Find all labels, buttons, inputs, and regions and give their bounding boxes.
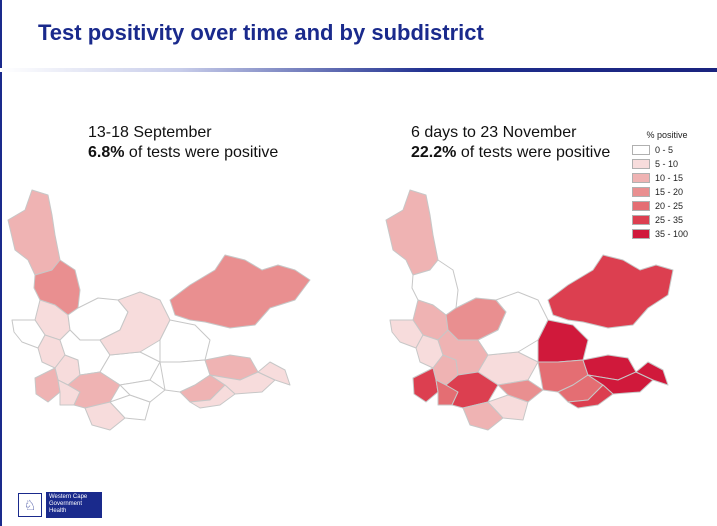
legend-item: 15 - 20	[632, 186, 702, 198]
subdistrict-knysna	[257, 361, 291, 386]
subdistrict-cape-town	[34, 367, 61, 403]
legend-title: % positive	[646, 130, 688, 140]
subdistrict-swellendam	[119, 379, 166, 403]
left-positivity-value: 6.8%	[88, 144, 125, 161]
legend-swatch	[632, 229, 650, 239]
subdistrict-overstrand	[84, 401, 126, 431]
legend-label: 20 - 25	[655, 201, 684, 211]
subdistrict-beaufort-west	[169, 254, 311, 329]
legend-label: 0 - 5	[655, 145, 674, 155]
subdistrict-matzikama	[385, 189, 439, 276]
subdistrict-cape-agulhas	[109, 394, 151, 421]
legend-swatch	[632, 173, 650, 183]
subdistrict-cape-town	[412, 367, 439, 403]
legend-item: 10 - 15	[632, 172, 702, 184]
subdistrict-overstrand	[462, 401, 504, 431]
map-september	[7, 189, 311, 431]
legend-swatch	[632, 187, 650, 197]
legend-swatch	[632, 215, 650, 225]
legend-items: 0 - 5 5 - 10 10 - 15 15 - 20 20 - 25 25 - 35 3…	[632, 144, 702, 240]
legend-item: 35 - 100	[632, 228, 702, 240]
coat-of-arms-icon: ♘	[18, 493, 42, 517]
right-panel-caption: 6 days to 23 November 22.2% of tests wer…	[411, 123, 610, 163]
slide-title: Test positivity over time and by subdist…	[38, 20, 484, 45]
logo-line-3: Health	[49, 508, 67, 514]
subdistrict-knysna	[635, 361, 669, 386]
map-november	[385, 189, 674, 431]
legend-label: 5 - 10	[655, 159, 679, 169]
right-panel-period: 6 days to 23 November	[411, 124, 577, 141]
legend-label: 15 - 20	[655, 187, 684, 197]
right-panel-positivity: 22.2% of tests were positive	[411, 143, 610, 163]
left-panel-caption: 13-18 September 6.8% of tests were posit…	[88, 123, 278, 163]
subdistrict-matzikama	[7, 189, 61, 276]
logo-wordmark: Western Cape Government Health	[46, 492, 102, 518]
western-cape-government-logo: ♘ Western Cape Government Health	[18, 492, 102, 518]
right-positivity-text: of tests were positive	[456, 144, 611, 161]
left-positivity-text: of tests were positive	[124, 144, 279, 161]
legend-item: 25 - 35	[632, 214, 702, 226]
subdistrict-mossel-bay	[567, 384, 614, 409]
left-panel-period: 13-18 September	[88, 124, 212, 141]
logo-line-1: Western Cape	[49, 494, 88, 500]
subdistrict-mossel-bay	[189, 384, 236, 409]
legend-label: 35 - 100	[655, 229, 689, 239]
positivity-legend: % positive 0 - 5 5 - 10 10 - 15 15 - 20 20 -…	[632, 130, 702, 242]
legend-swatch	[632, 159, 650, 169]
legend-item: 5 - 10	[632, 158, 702, 170]
subdistrict-laingsburg	[477, 291, 549, 356]
subdistrict-cape-agulhas	[487, 394, 529, 421]
legend-label: 10 - 15	[655, 173, 684, 183]
logo-line-2: Government	[49, 501, 83, 507]
legend-item: 0 - 5	[632, 144, 702, 156]
slide-left-border	[0, 0, 2, 526]
subdistrict-prince-albert	[159, 319, 211, 363]
left-panel-positivity: 6.8% of tests were positive	[88, 143, 278, 163]
subdistrict-beaufort-west	[547, 254, 674, 329]
subdistrict-laingsburg	[99, 291, 171, 356]
legend-swatch	[632, 201, 650, 211]
legend-item: 20 - 25	[632, 200, 702, 212]
subdistrict-prince-albert	[537, 319, 589, 363]
right-positivity-value: 22.2%	[411, 144, 457, 161]
title-divider	[0, 68, 717, 72]
legend-label: 25 - 35	[655, 215, 684, 225]
legend-swatch	[632, 145, 650, 155]
subdistrict-swellendam	[497, 379, 544, 403]
